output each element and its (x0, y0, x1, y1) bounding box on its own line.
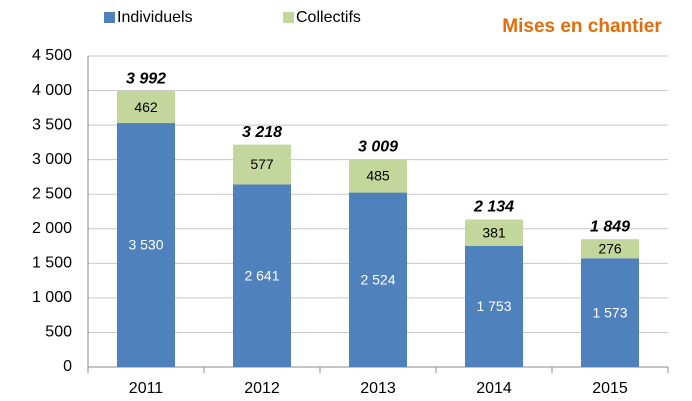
y-tick-label: 3 500 (32, 116, 72, 133)
bar-segment (465, 245, 523, 367)
total-label: 2 134 (473, 199, 514, 216)
y-tick-label: 1 500 (32, 255, 72, 272)
y-tick-label: 2 000 (32, 220, 72, 237)
data-label: 485 (366, 168, 390, 184)
data-label: 2 641 (244, 267, 279, 283)
data-label: 462 (134, 99, 158, 115)
y-tick-label: 0 (63, 358, 72, 375)
data-label: 3 530 (128, 237, 163, 253)
y-tick-label: 1 000 (32, 289, 72, 306)
data-label: 276 (598, 240, 622, 256)
x-tick-label: 2014 (476, 380, 512, 397)
legend-swatch (104, 12, 115, 23)
y-tick-label: 4 000 (32, 82, 72, 99)
total-label: 3 009 (358, 138, 398, 155)
x-tick-label: 2013 (360, 380, 396, 397)
y-tick-label: 2 500 (32, 185, 72, 202)
x-tick-label: 2011 (129, 380, 164, 397)
bar-segment (233, 184, 291, 367)
y-tick-label: 500 (45, 324, 72, 341)
legend-swatch (283, 12, 294, 23)
total-label: 3 992 (126, 70, 166, 87)
total-label: 1 849 (590, 218, 630, 235)
bar-segment (117, 91, 175, 124)
data-label: 1 753 (476, 298, 511, 314)
y-tick-label: 4 500 (32, 47, 72, 64)
bar-segment (117, 123, 175, 367)
x-tick-label: 2015 (592, 380, 628, 397)
total-label: 3 218 (242, 124, 282, 141)
bar-segment (233, 144, 291, 185)
data-label: 1 573 (592, 304, 627, 320)
bar-segment (349, 159, 407, 193)
chart-title: Mises en chantier (502, 16, 662, 37)
bar-segment (465, 219, 523, 246)
y-tick-label: 3 000 (32, 151, 72, 168)
bar-segment (349, 192, 407, 367)
data-label: 381 (482, 224, 506, 240)
legend-label: Individuels (117, 9, 193, 26)
bar-segment (581, 239, 639, 259)
legend-label: Collectifs (296, 9, 361, 26)
data-label: 577 (250, 156, 274, 172)
data-label: 2 524 (360, 271, 395, 287)
x-tick-label: 2012 (244, 380, 280, 397)
bar-segment (581, 258, 639, 367)
